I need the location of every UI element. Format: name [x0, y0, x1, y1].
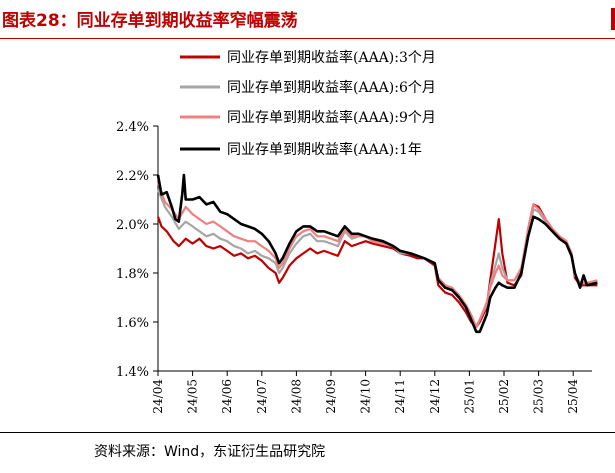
y-tick-label: 1.4% [116, 365, 149, 380]
y-tick-label: 1.8% [116, 267, 149, 282]
x-tick-label: 24/08 [289, 379, 303, 414]
x-tick-label: 24/04 [151, 379, 165, 414]
x-tick-label: 24/05 [186, 379, 200, 414]
x-tick-label: 25/03 [532, 379, 546, 414]
series-line-9m [156, 181, 598, 328]
x-tick-label: 24/06 [220, 379, 234, 414]
x-tick-label: 24/07 [255, 379, 269, 414]
x-tick-label: 25/01 [462, 379, 476, 414]
legend-label: 同业存单到期收益率(AAA):6个月 [227, 79, 436, 96]
y-tick-label: 2.0% [116, 218, 149, 233]
x-tick-label: 24/12 [428, 379, 442, 414]
y-tick-label: 1.6% [116, 316, 149, 331]
legend-label: 同业存单到期收益率(AAA):3个月 [227, 49, 436, 66]
yield-line-chart: 1.4% 1.6% 1.8% 2.0% 2.2% 2.4% 24/04 24/05 24/06 2… [116, 49, 598, 414]
title-underline [0, 38, 615, 39]
legend-label: 同业存单到期收益率(AAA):9个月 [227, 109, 436, 126]
x-tick-label: 25/02 [497, 379, 511, 414]
series-line-1y [156, 173, 598, 334]
y-tick-label: 2.2% [116, 169, 149, 184]
x-tick-label: 24/11 [393, 379, 407, 414]
figure-title: 图表28：同业存单到期收益率窄幅震荡 [2, 11, 298, 31]
chart-axes: 1.4% 1.6% 1.8% 2.0% 2.2% 2.4% 24/04 24/05 24/06 2… [116, 120, 592, 414]
source-note: 资料来源：Wind，东证衍生品研究院 [94, 444, 326, 460]
x-tick-label: 24/09 [324, 379, 338, 414]
chart-legend: 同业存单到期收益率(AAA):3个月同业存单到期收益率(AAA):6个月同业存单… [180, 49, 436, 158]
footer-rule [0, 432, 615, 433]
y-tick-label: 2.4% [116, 120, 149, 135]
chart-series [156, 173, 598, 334]
legend-label: 同业存单到期收益率(AAA):1年 [227, 141, 422, 158]
x-tick-label: 25/04 [566, 379, 580, 414]
title-edge-mark [611, 8, 615, 30]
x-tick-label: 24/10 [359, 379, 373, 414]
